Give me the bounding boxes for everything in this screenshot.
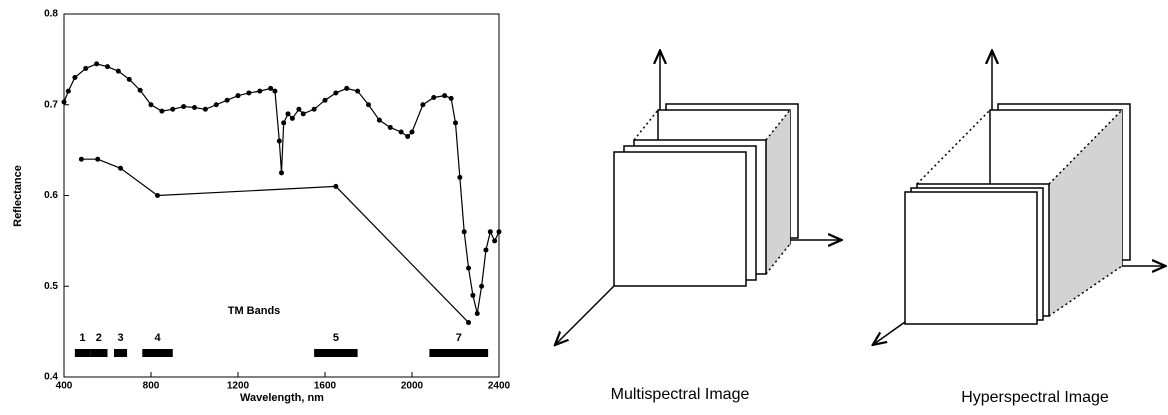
data-point xyxy=(387,124,393,130)
band-label: 4 xyxy=(154,332,161,344)
band-bar xyxy=(429,349,489,357)
hyperspectral-diagram: Hyperspectral Image xyxy=(874,52,1164,406)
data-point xyxy=(268,85,274,91)
y-tick-label: 0.7 xyxy=(44,99,58,110)
data-point xyxy=(115,68,121,74)
data-point xyxy=(159,108,165,114)
data-point xyxy=(470,292,476,298)
annotation: TM Bands xyxy=(228,305,281,317)
data-point xyxy=(296,106,302,112)
data-point xyxy=(213,102,219,108)
data-point xyxy=(257,88,263,94)
data-point xyxy=(420,102,426,108)
data-point xyxy=(496,229,502,235)
data-point xyxy=(333,183,339,189)
data-point xyxy=(61,99,67,105)
data-point xyxy=(78,156,84,162)
data-point xyxy=(94,61,100,67)
data-point xyxy=(442,93,448,99)
data-point xyxy=(235,93,241,99)
data-point xyxy=(192,104,197,110)
data-point xyxy=(118,165,124,171)
data-point xyxy=(322,97,328,103)
y-tick-label: 0.8 xyxy=(44,9,58,20)
data-point xyxy=(155,193,161,198)
data-point xyxy=(300,111,306,117)
data-point xyxy=(276,138,282,144)
diagram-label: Hyperspectral Image xyxy=(961,389,1109,406)
band-label: 7 xyxy=(456,332,462,344)
data-point xyxy=(453,120,458,126)
data-point xyxy=(224,97,230,103)
data-point xyxy=(398,129,404,135)
data-point xyxy=(376,117,382,123)
band-bar xyxy=(142,349,173,357)
y-tick-label: 0.4 xyxy=(44,372,58,383)
y-tick-label: 0.5 xyxy=(44,281,58,292)
band-bar xyxy=(74,349,91,357)
data-point xyxy=(492,238,498,244)
data-point xyxy=(289,115,295,121)
data-point xyxy=(466,320,472,326)
data-point xyxy=(405,134,411,140)
x-axis-label: Wavelength, nm xyxy=(240,392,324,404)
data-point xyxy=(409,129,415,135)
band-bar xyxy=(90,349,108,357)
band-label: 3 xyxy=(117,332,123,344)
band-bar xyxy=(314,349,358,357)
data-point xyxy=(170,106,176,112)
band-label: 5 xyxy=(333,332,339,344)
data-point xyxy=(344,85,350,91)
data-point xyxy=(448,95,454,101)
plot-frame xyxy=(63,13,500,378)
x-tick-label: 1200 xyxy=(227,381,250,392)
data-point xyxy=(483,247,489,253)
x-tick-label: 400 xyxy=(56,381,73,392)
x-tick-label: 800 xyxy=(143,381,160,392)
band-label: 1 xyxy=(79,332,85,344)
chart: Wavelength, nm Reflectance TM Bands 400 8… xyxy=(12,9,511,404)
data-point xyxy=(72,75,78,81)
data-point xyxy=(246,90,252,96)
data-point xyxy=(457,174,463,180)
data-point xyxy=(202,106,208,112)
data-point xyxy=(285,111,291,117)
data-point xyxy=(311,106,317,112)
data-point xyxy=(105,64,110,70)
data-point xyxy=(272,88,278,94)
band-bar xyxy=(114,349,128,357)
data-point xyxy=(474,310,480,316)
y-axis-label: Reflectance xyxy=(12,165,24,227)
data-point xyxy=(479,283,485,289)
data-point xyxy=(181,104,187,110)
x-tick-label: 1600 xyxy=(314,381,337,392)
multispectral-diagram: Multispectral Image xyxy=(556,52,840,403)
data-point xyxy=(333,90,339,96)
series-line xyxy=(81,158,469,323)
band-label: 2 xyxy=(96,332,102,344)
data-point xyxy=(461,229,467,235)
data-point xyxy=(466,265,472,271)
data-point xyxy=(487,229,493,235)
data-point xyxy=(355,88,361,94)
data-point xyxy=(65,88,71,94)
data-point xyxy=(126,76,132,82)
x-tick-label: 2000 xyxy=(401,381,424,392)
data-point xyxy=(83,65,89,71)
data-point xyxy=(366,102,371,108)
diagram-label: Multispectral Image xyxy=(611,386,750,403)
data-point xyxy=(431,94,437,100)
data-point xyxy=(281,120,287,126)
data-point xyxy=(279,170,284,176)
data-point xyxy=(95,156,101,162)
y-tick-label: 0.6 xyxy=(44,190,58,201)
data-point xyxy=(148,102,154,108)
x-tick-label: 2400 xyxy=(488,381,511,392)
data-point xyxy=(137,87,143,93)
